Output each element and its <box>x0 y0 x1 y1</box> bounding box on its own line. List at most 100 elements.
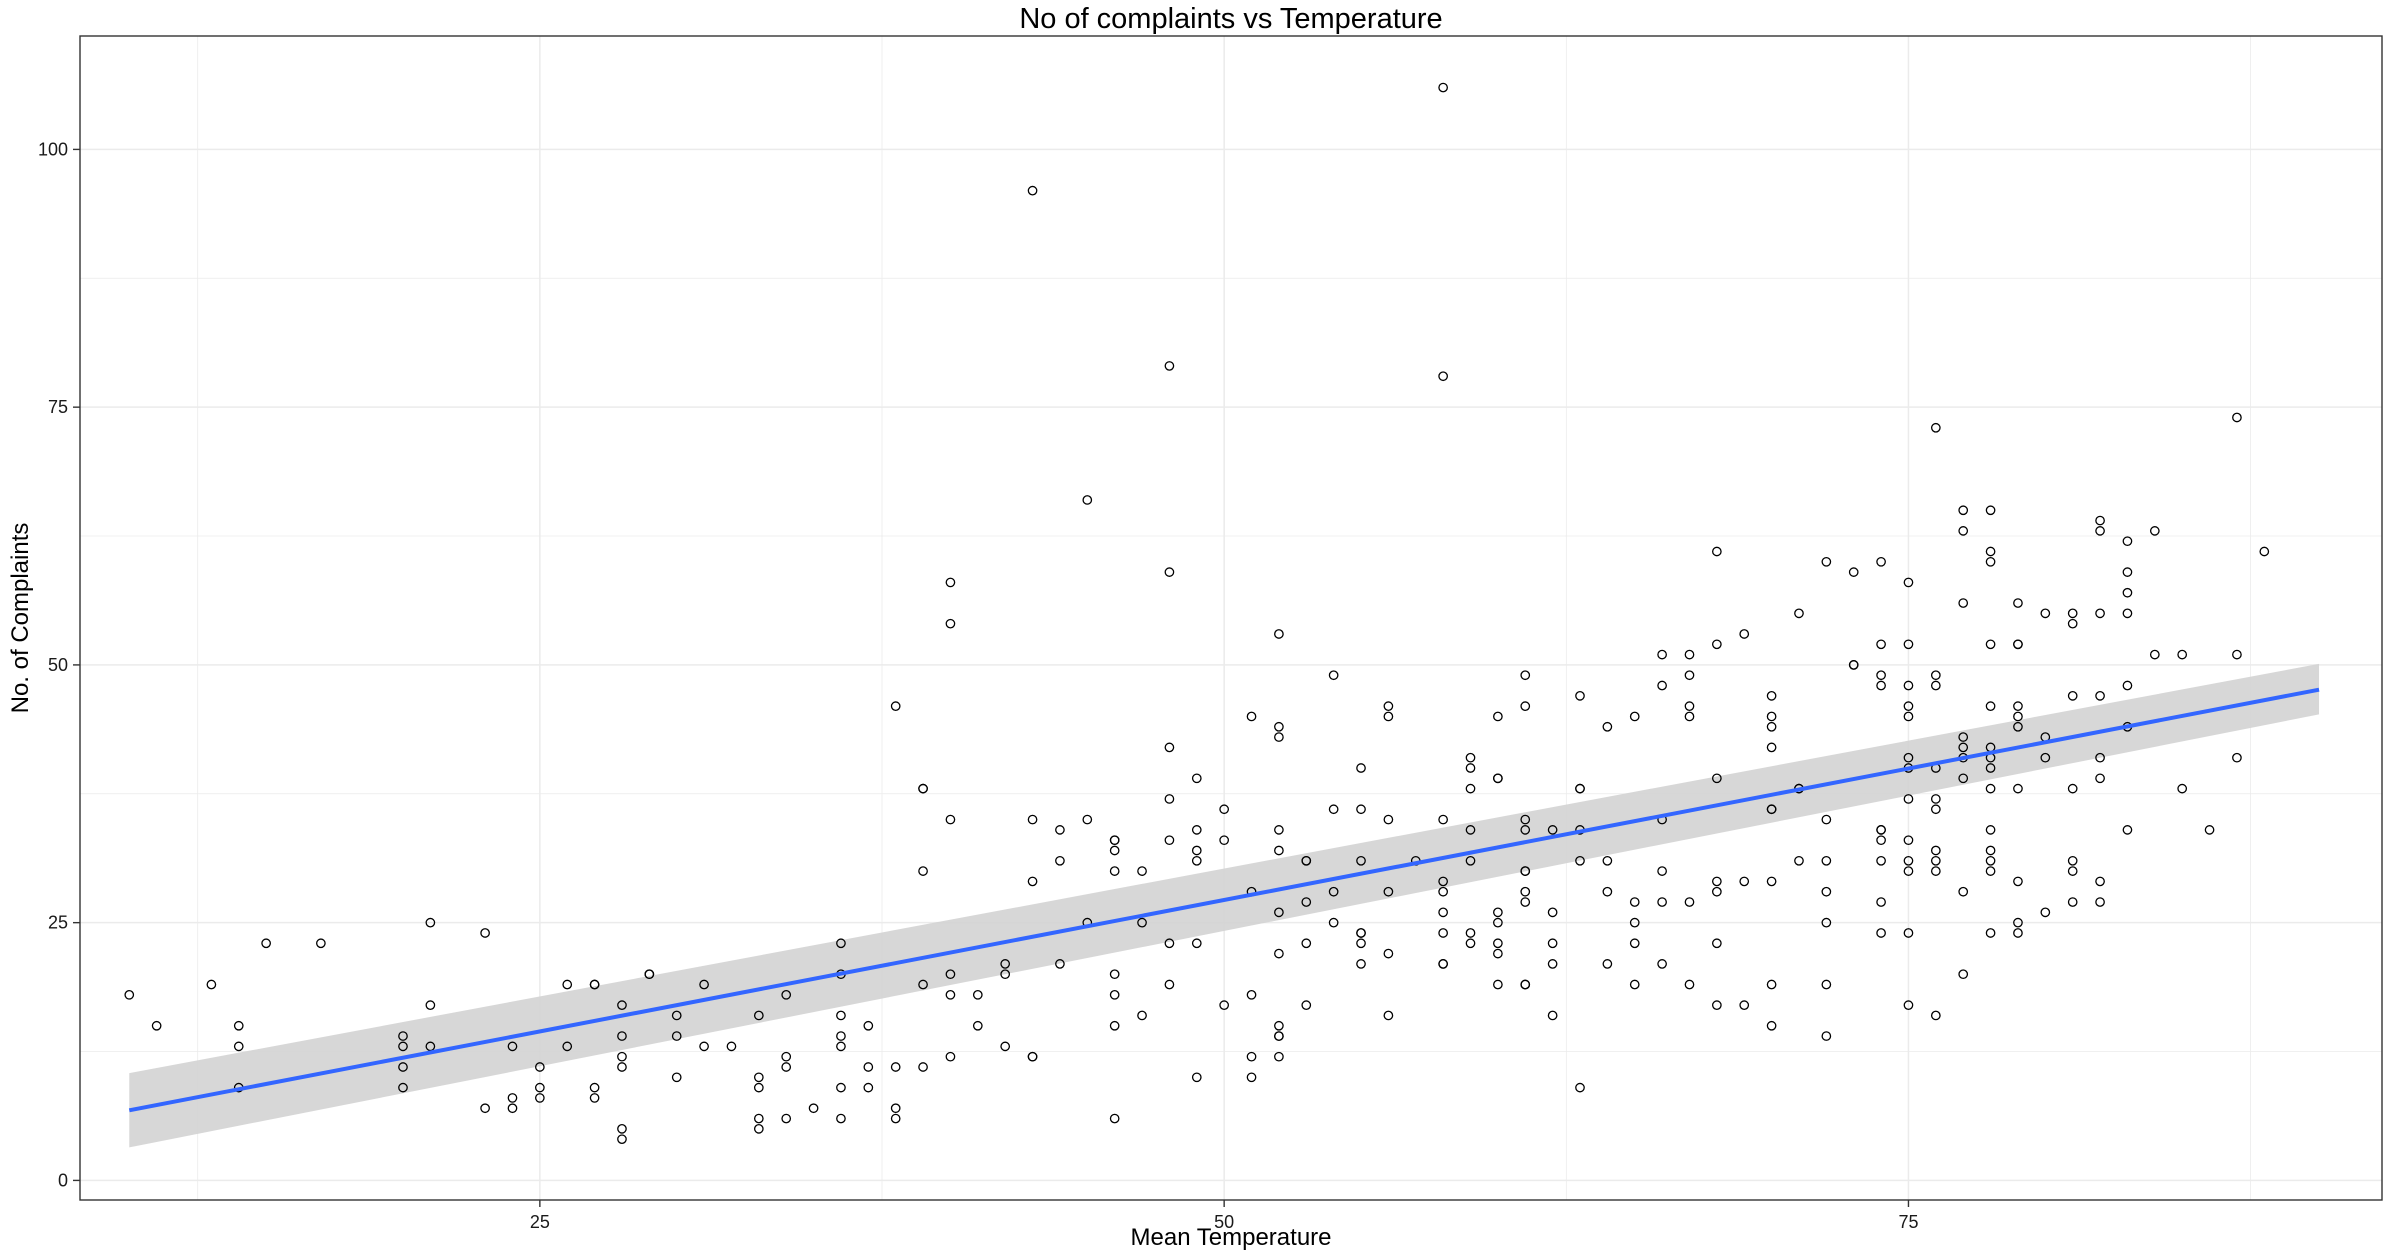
data-point <box>1821 979 1832 990</box>
data-point <box>1766 721 1777 732</box>
data-point <box>1903 701 1914 712</box>
data-point <box>1766 876 1777 887</box>
data-point <box>1465 855 1476 866</box>
data-point <box>1712 938 1722 949</box>
data-point <box>2204 825 2215 835</box>
data-point <box>2067 897 2078 907</box>
data-point <box>2013 701 2023 712</box>
data-point <box>1164 794 1175 804</box>
data-point <box>2013 711 2023 722</box>
data-point <box>1465 752 1476 763</box>
data-point <box>1547 1010 1558 1021</box>
data-point <box>1493 907 1503 918</box>
data-point <box>1274 721 1284 732</box>
data-point <box>1712 886 1722 897</box>
data-point <box>1000 969 1011 980</box>
data-point <box>2122 536 2133 547</box>
data-point <box>1356 763 1366 773</box>
data-point <box>890 1113 901 1124</box>
data-point <box>1848 660 1859 670</box>
data-point <box>1985 701 1996 712</box>
data-point <box>890 1103 901 1114</box>
data-point <box>1109 989 1120 1000</box>
data-point <box>2095 876 2105 887</box>
data-point <box>1219 1000 1230 1010</box>
data-point <box>1520 886 1531 897</box>
trend-line <box>128 687 2320 1113</box>
data-point <box>753 1082 764 1093</box>
data-point <box>1766 711 1777 722</box>
data-point <box>1766 1020 1777 1031</box>
data-point <box>1876 835 1886 846</box>
data-point <box>2095 515 2105 526</box>
data-point <box>1575 855 1585 866</box>
data-point <box>1958 598 1969 608</box>
data-point <box>753 1113 764 1124</box>
data-point <box>1356 855 1366 866</box>
data-point <box>1985 855 1996 866</box>
data-point <box>1575 690 1585 701</box>
data-point <box>2122 680 2133 691</box>
data-point <box>1547 938 1558 949</box>
data-point <box>1903 794 1914 804</box>
data-point <box>1821 855 1832 866</box>
data-point <box>1000 959 1011 969</box>
data-point <box>1876 680 1886 691</box>
data-point <box>1356 928 1366 938</box>
x-axis-label: Mean Temperature <box>1131 1224 1332 1251</box>
data-point <box>1930 845 1941 856</box>
data-point <box>480 1103 490 1114</box>
data-point <box>617 1134 627 1145</box>
data-point <box>398 1031 408 1041</box>
data-point <box>1383 1010 1394 1021</box>
data-point <box>507 1093 518 1103</box>
data-point <box>2095 752 2105 763</box>
data-point <box>1930 866 1941 876</box>
data-point <box>753 1124 764 1134</box>
data-point <box>1958 886 1969 897</box>
data-point <box>1383 814 1394 825</box>
data-point <box>1520 814 1531 825</box>
data-point <box>699 1041 709 1052</box>
data-point <box>1493 711 1503 722</box>
data-point <box>233 1020 244 1031</box>
y-tick-label: 75 <box>48 397 68 417</box>
data-point <box>863 1020 874 1031</box>
data-point <box>1629 938 1640 949</box>
axes: 25 50 75 0 25 50 75 100 <box>38 139 1919 1232</box>
panel-border <box>79 35 2383 1201</box>
data-point <box>2122 825 2133 835</box>
data-point <box>2232 752 2242 763</box>
data-point <box>1876 556 1886 567</box>
data-point <box>1684 711 1695 722</box>
data-point <box>1465 938 1476 949</box>
x-tick-label: 25 <box>530 1212 550 1232</box>
data-point <box>206 979 217 990</box>
data-point <box>1903 835 1914 846</box>
data-point <box>1876 639 1886 650</box>
data-point <box>1657 866 1667 876</box>
data-point <box>1903 855 1914 866</box>
data-point <box>1301 855 1312 866</box>
data-point <box>1493 979 1503 990</box>
data-point <box>1629 917 1640 928</box>
data-point <box>2067 783 2078 794</box>
data-point <box>425 917 436 928</box>
data-point <box>1821 814 1832 825</box>
data-point <box>1821 886 1832 897</box>
data-point <box>2095 897 2105 907</box>
data-point <box>1903 680 1914 691</box>
data-point <box>1383 701 1394 712</box>
data-point <box>124 989 135 1000</box>
data-point <box>1602 886 1613 897</box>
data-point <box>1274 825 1284 835</box>
data-point <box>1246 1072 1257 1083</box>
data-point <box>617 1062 627 1072</box>
data-point <box>781 1062 792 1072</box>
data-point <box>890 1062 901 1072</box>
data-point <box>1930 804 1941 815</box>
data-point <box>1055 959 1065 969</box>
data-point <box>918 783 928 794</box>
data-point <box>1575 1082 1585 1093</box>
